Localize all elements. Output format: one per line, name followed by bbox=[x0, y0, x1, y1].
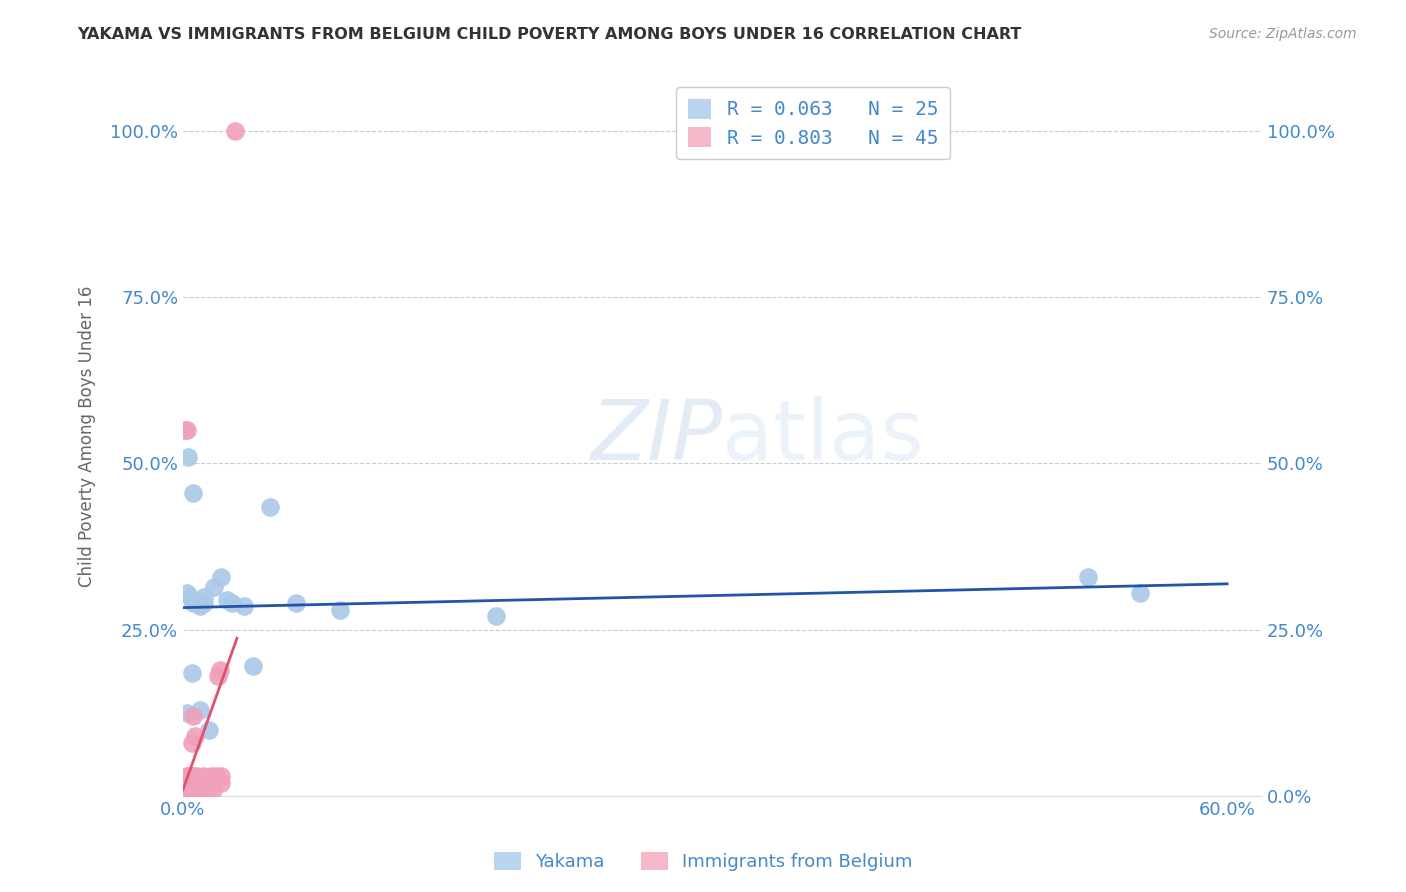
Point bbox=[180, 776, 202, 790]
Point bbox=[202, 776, 225, 790]
Point bbox=[215, 592, 238, 607]
Point bbox=[183, 769, 205, 783]
Point bbox=[183, 776, 205, 790]
Point bbox=[193, 596, 215, 610]
Point bbox=[285, 596, 308, 610]
Point bbox=[190, 776, 212, 790]
Point bbox=[209, 776, 232, 790]
Point bbox=[179, 590, 201, 604]
Point bbox=[186, 776, 208, 790]
Point bbox=[183, 782, 205, 797]
Point bbox=[195, 782, 218, 797]
Point bbox=[184, 782, 207, 797]
Point bbox=[329, 603, 352, 617]
Point bbox=[209, 769, 232, 783]
Point bbox=[176, 423, 198, 437]
Legend: R = 0.063   N = 25, R = 0.803   N = 45: R = 0.063 N = 25, R = 0.803 N = 45 bbox=[676, 87, 950, 160]
Point bbox=[224, 124, 246, 138]
Point bbox=[242, 659, 264, 673]
Point bbox=[177, 769, 200, 783]
Point bbox=[485, 609, 508, 624]
Point bbox=[184, 729, 207, 743]
Point bbox=[221, 596, 243, 610]
Point bbox=[176, 769, 198, 783]
Point bbox=[183, 486, 205, 500]
Point bbox=[173, 423, 195, 437]
Point bbox=[187, 776, 209, 790]
Point bbox=[179, 782, 201, 797]
Point bbox=[180, 782, 202, 797]
Point bbox=[232, 599, 254, 614]
Point bbox=[186, 596, 208, 610]
Point bbox=[176, 782, 198, 797]
Point bbox=[259, 500, 281, 514]
Point bbox=[191, 776, 214, 790]
Legend: Yakama, Immigrants from Belgium: Yakama, Immigrants from Belgium bbox=[486, 845, 920, 879]
Point bbox=[208, 663, 231, 677]
Point bbox=[177, 769, 200, 783]
Point bbox=[193, 590, 215, 604]
Point bbox=[202, 580, 225, 594]
Point bbox=[180, 769, 202, 783]
Point bbox=[198, 723, 221, 737]
Point bbox=[179, 776, 201, 790]
Point bbox=[207, 669, 229, 683]
Point bbox=[183, 709, 205, 723]
Point bbox=[180, 666, 202, 681]
Point bbox=[176, 586, 198, 600]
Point bbox=[193, 769, 215, 783]
Point bbox=[1129, 586, 1152, 600]
Point bbox=[177, 782, 200, 797]
Point bbox=[200, 769, 222, 783]
Text: atlas: atlas bbox=[723, 396, 924, 477]
Point bbox=[201, 782, 224, 797]
Point bbox=[209, 569, 232, 583]
Point bbox=[177, 776, 200, 790]
Point bbox=[190, 703, 212, 717]
Point bbox=[190, 599, 212, 614]
Point bbox=[186, 769, 208, 783]
Point bbox=[179, 776, 201, 790]
Text: ZIP: ZIP bbox=[591, 396, 723, 477]
Point bbox=[183, 596, 205, 610]
Point bbox=[190, 782, 212, 797]
Y-axis label: Child Poverty Among Boys Under 16: Child Poverty Among Boys Under 16 bbox=[79, 286, 96, 588]
Point bbox=[193, 782, 215, 797]
Text: Source: ZipAtlas.com: Source: ZipAtlas.com bbox=[1209, 27, 1357, 41]
Point bbox=[1077, 569, 1099, 583]
Point bbox=[187, 782, 209, 797]
Point bbox=[177, 450, 200, 464]
Point bbox=[176, 706, 198, 720]
Point bbox=[198, 776, 221, 790]
Point bbox=[173, 776, 195, 790]
Point bbox=[184, 776, 207, 790]
Point bbox=[205, 769, 228, 783]
Point bbox=[194, 776, 217, 790]
Point bbox=[180, 736, 202, 750]
Point bbox=[173, 782, 195, 797]
Text: YAKAMA VS IMMIGRANTS FROM BELGIUM CHILD POVERTY AMONG BOYS UNDER 16 CORRELATION : YAKAMA VS IMMIGRANTS FROM BELGIUM CHILD … bbox=[77, 27, 1022, 42]
